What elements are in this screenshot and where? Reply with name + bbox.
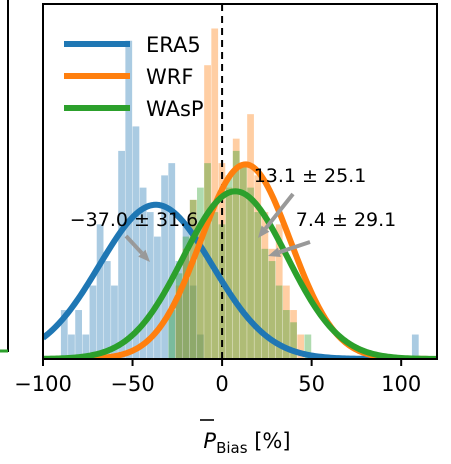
wrf-histogram-bar <box>297 334 305 359</box>
plot-frame <box>42 3 438 360</box>
x-tick-label: 50 <box>298 372 325 396</box>
era5-histogram-bar <box>154 236 161 359</box>
era5-histogram-bar <box>68 334 75 359</box>
era5-histogram-bar <box>111 285 118 359</box>
wasp-histogram-bar <box>254 212 262 359</box>
legend-label-wrf: WRF <box>146 65 193 89</box>
wrf-histogram-bar <box>197 224 204 359</box>
wrf-histogram-bar <box>290 310 297 359</box>
wrf-histogram-bar <box>275 224 283 359</box>
wasp-histogram-bar <box>225 175 233 359</box>
era5-histogram-bar <box>60 310 68 359</box>
wrf-histogram-bar <box>211 28 219 359</box>
wasp-histogram-bar <box>247 187 254 359</box>
wasp-histogram-bar <box>168 310 176 359</box>
era5-histogram-bar <box>411 334 419 359</box>
legend-label-era5: ERA5 <box>146 33 201 57</box>
wrf-histogram-bar <box>254 175 262 359</box>
wrf-histogram-bar <box>240 163 247 359</box>
plot-area <box>60 4 419 359</box>
wasp-histogram-bar <box>304 334 312 359</box>
era5-histogram-bar <box>175 261 183 359</box>
wasp-histogram-bar <box>189 199 197 359</box>
era5-annotation-text: −37.0 ± 31.6 <box>70 209 199 231</box>
wrf-histogram-bar <box>282 285 290 359</box>
x-tick-label: −100 <box>14 372 72 396</box>
wasp-histogram-bar <box>268 261 276 359</box>
legend: ERA5 WRF WAsP <box>64 33 204 121</box>
legend-label-wasp: WAsP <box>146 97 204 121</box>
wrf-histogram-bar <box>225 187 233 359</box>
era5-histogram-bar <box>89 285 97 359</box>
wasp-histogram-bar <box>261 248 269 359</box>
era5-histogram-bar <box>197 334 204 359</box>
wasp-histogram-bar <box>275 285 283 359</box>
era5-histogram-bar <box>118 150 125 359</box>
wasp-histogram-bar <box>240 163 247 359</box>
wasp-histogram-bar <box>232 150 240 359</box>
wasp-annotation-text: 7.4 ± 29.1 <box>296 209 397 231</box>
x-tick-label: −50 <box>110 372 154 396</box>
wrf-annotation-text: 13.1 ± 25.1 <box>254 165 367 187</box>
wasp-fit-curve <box>43 188 437 359</box>
wrf-histogram-bar <box>261 212 269 359</box>
wasp-histogram-bar <box>282 310 290 359</box>
x-axis-label-subscript: Bias <box>216 439 248 457</box>
axes: −100 −50 0 50 100 <box>14 3 438 396</box>
wrf-histogram-bar <box>182 248 190 359</box>
era5-histogram-bar <box>146 212 154 359</box>
era5-annotation-arrowhead <box>138 249 150 262</box>
era5-histogram-bar <box>139 187 147 359</box>
x-tick-label: 100 <box>381 372 421 396</box>
wrf-annotation-arrow <box>263 192 295 230</box>
era5-annotation-arrow <box>124 234 144 255</box>
era5-histogram-bar <box>132 126 140 359</box>
wrf-annotation-arrowhead <box>258 225 270 238</box>
era5-histogram-bar <box>75 310 82 359</box>
wrf-histogram-bar <box>268 248 276 359</box>
wrf-histogram-bar <box>247 114 254 359</box>
annotations: −37.0 ± 31.6 13.1 ± 25.1 7.4 ± 29.1 <box>70 165 397 262</box>
wasp-histogram-bar <box>218 224 226 359</box>
era5-histogram-bar <box>168 163 176 359</box>
wasp-annotation-arrow <box>278 240 311 255</box>
wrf-histogram-bar <box>232 138 240 359</box>
wasp-histogram-bar <box>211 212 219 359</box>
wasp-histogram-bar <box>175 273 183 359</box>
wrf-histogram-bar <box>189 199 197 359</box>
wasp-histogram-bar <box>290 322 297 359</box>
wasp-histogram-bar <box>197 187 204 359</box>
x-tick-label: 0 <box>215 372 228 396</box>
wasp-histogram-bar <box>182 236 190 359</box>
wrf-histogram-bar <box>175 285 183 359</box>
x-axis-label: PBias [%] <box>203 429 290 457</box>
era5-histogram-bar <box>82 334 90 359</box>
era5-histogram-bar <box>189 285 197 359</box>
era5-histogram-bar <box>96 224 104 359</box>
era5-histogram-bar <box>103 261 111 359</box>
era5-histogram-bar <box>161 175 168 359</box>
era5-histogram-bar <box>182 224 190 359</box>
wasp-annotation-arrowhead <box>268 247 281 257</box>
x-axis-label-symbol: P <box>203 429 216 453</box>
x-axis-label-unit: [%] <box>248 429 291 453</box>
era5-histogram-bar <box>125 40 133 359</box>
